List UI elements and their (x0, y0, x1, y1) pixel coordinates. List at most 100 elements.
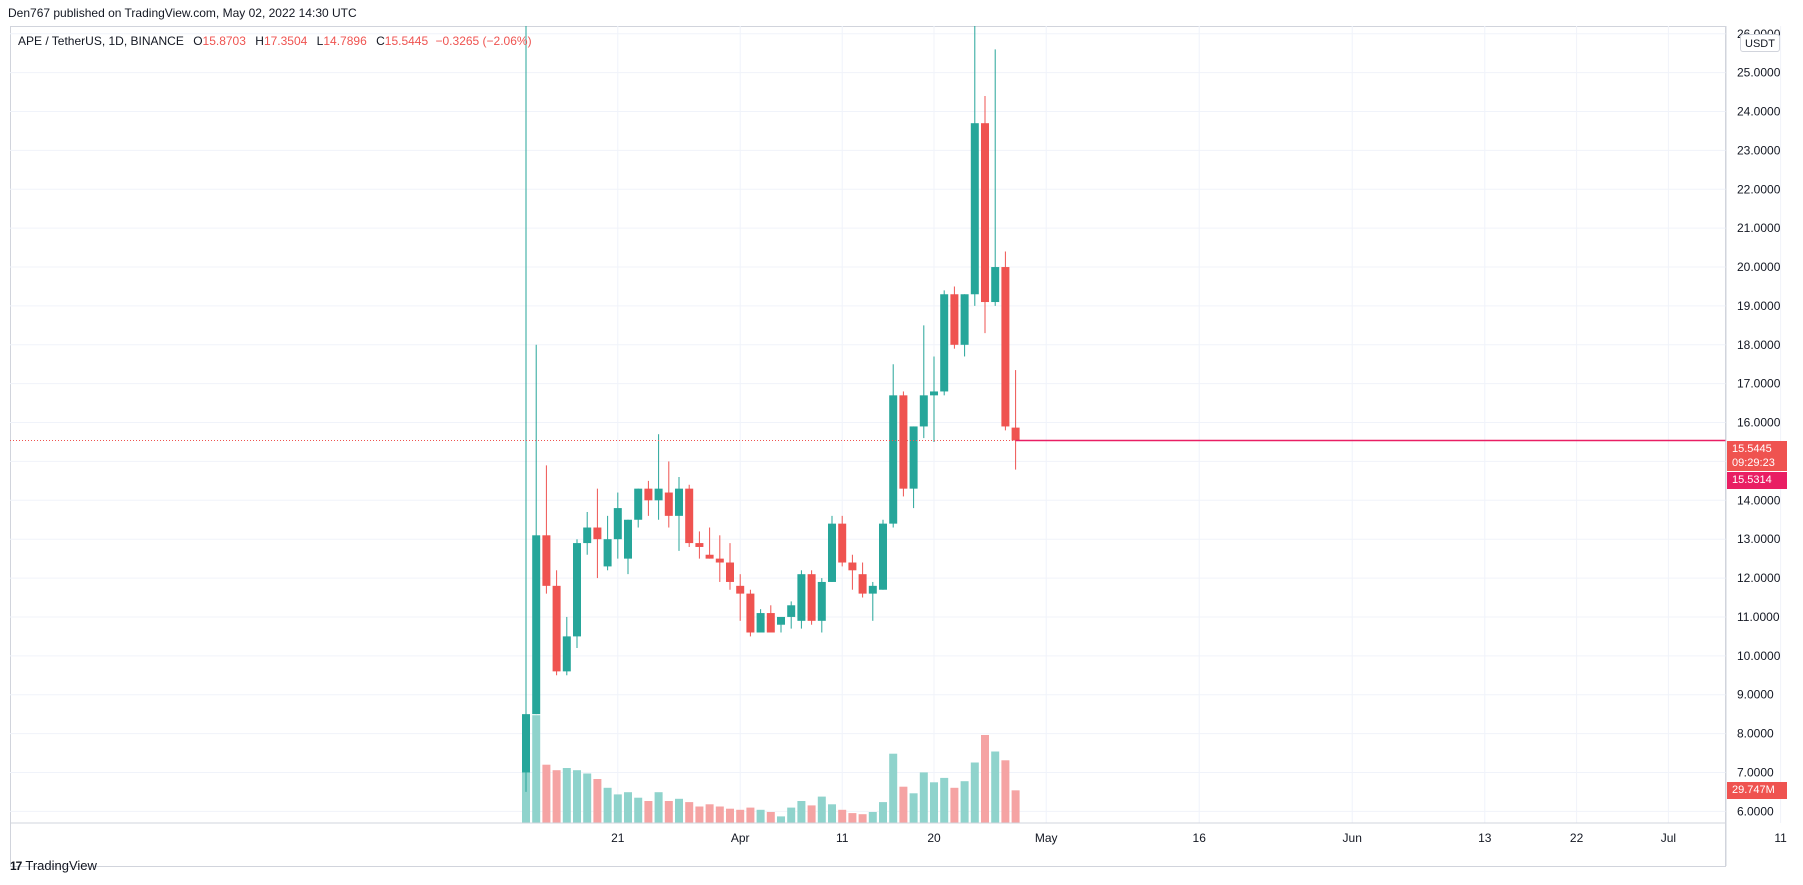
volume-bar (981, 735, 989, 823)
tradingview-brand[interactable]: 17 TradingView (10, 858, 97, 873)
volume-bar (766, 812, 775, 823)
volume-bar (777, 816, 785, 823)
candle-body (797, 574, 806, 621)
price-tick-label: 12.0000 (1737, 571, 1781, 585)
candle (1011, 370, 1020, 470)
candle (858, 562, 867, 598)
candle-body (879, 523, 887, 590)
volume-bar (909, 793, 918, 823)
price-tick-label: 24.0000 (1737, 105, 1781, 119)
candle-body (552, 585, 561, 672)
volume-bar (746, 807, 755, 823)
time-tick-label: 11 (836, 831, 849, 845)
candle (807, 570, 816, 625)
time-axis[interactable]: 21 Apr 11 20 May 16 Jun 13 22 Jul 11 (611, 831, 1787, 845)
candle (889, 364, 898, 528)
price-tick-label: 9.0000 (1737, 688, 1774, 702)
volume-bar (797, 801, 806, 823)
candle-body (736, 585, 745, 594)
candle (664, 461, 673, 528)
candle-body (705, 554, 714, 559)
price-tick-label: 16.0000 (1737, 416, 1781, 430)
last-price-tag: 15.5445 09:29:23 (1727, 441, 1787, 471)
candle (868, 581, 877, 621)
volume-bar (715, 806, 724, 823)
price-tick-label: 13.0000 (1737, 532, 1781, 546)
volume-bar (603, 787, 612, 823)
volume-bar (624, 792, 632, 823)
brand-name: TradingView (25, 858, 97, 873)
candle (542, 465, 551, 594)
time-tick-label: Apr (731, 831, 750, 845)
volume-bar (726, 808, 734, 823)
volume-bar (858, 814, 867, 823)
volume-bar (562, 768, 571, 823)
volume-bar (828, 804, 836, 823)
volume-bar (736, 809, 745, 823)
candle-body (899, 395, 908, 489)
candle (593, 488, 602, 579)
volume-bar (807, 805, 816, 823)
price-tick-label: 19.0000 (1737, 299, 1781, 313)
grid (10, 26, 1782, 823)
candle-body (562, 636, 571, 672)
price-tick-label: 22.0000 (1737, 182, 1781, 196)
candle (675, 476, 683, 551)
candle (695, 531, 704, 559)
candle (562, 616, 571, 676)
volume-bar (654, 792, 663, 823)
price-tick-label: 25.0000 (1737, 66, 1781, 80)
price-tick-label: 20.0000 (1737, 260, 1781, 274)
candle (960, 294, 969, 357)
candle-body (664, 492, 673, 516)
volume-bar (593, 779, 602, 823)
candle (940, 290, 949, 396)
candle (552, 570, 561, 676)
volume-bar (542, 764, 551, 823)
volume-bar (705, 804, 714, 823)
candle-body (858, 574, 867, 594)
candle-body (603, 539, 612, 567)
candle-body (726, 562, 734, 582)
high-value: 17.3504 (263, 34, 308, 48)
volume-bar (613, 794, 622, 823)
candle (603, 515, 612, 571)
volume-bar (532, 715, 541, 823)
volume-bar (889, 753, 898, 823)
open-value: 15.8703 (202, 34, 246, 48)
price-tick-label: 18.0000 (1737, 338, 1781, 352)
candle-body (695, 543, 704, 547)
candle (981, 95, 989, 334)
candle (726, 543, 734, 590)
candle-body (613, 508, 622, 540)
price-axis[interactable]: 6.0000 7.0000 8.0000 9.0000 10.0000 11.0000 12… (1737, 27, 1781, 819)
bid-price-tag: 15.5314 (1727, 472, 1787, 489)
volume-bar (1011, 790, 1020, 823)
candle (644, 480, 653, 516)
candle (817, 578, 826, 633)
candle-body (960, 294, 969, 345)
candle (705, 527, 714, 559)
close-label: C (376, 34, 385, 48)
candle-body (715, 558, 724, 563)
candle (715, 535, 724, 582)
time-tick-label: 11 (1774, 831, 1787, 845)
candle (991, 49, 1000, 306)
candle-body (981, 123, 989, 303)
volume-bar (675, 798, 683, 823)
volume-bar (930, 782, 938, 823)
volume-bar (634, 797, 643, 823)
volume-bar (552, 770, 561, 823)
low-label: L (316, 34, 324, 48)
candle (1001, 251, 1010, 431)
time-tick-label: 21 (611, 831, 625, 845)
candle (879, 519, 887, 590)
ohlc-legend: APE / TetherUS, 1D, BINANCE O15.8703 H17… (18, 34, 532, 48)
candle (685, 484, 694, 547)
candle-body (970, 123, 979, 295)
currency-unit-button[interactable]: USDT (1740, 34, 1780, 52)
candle (624, 519, 632, 575)
volume-bar (848, 813, 857, 823)
candle-body (522, 714, 530, 773)
